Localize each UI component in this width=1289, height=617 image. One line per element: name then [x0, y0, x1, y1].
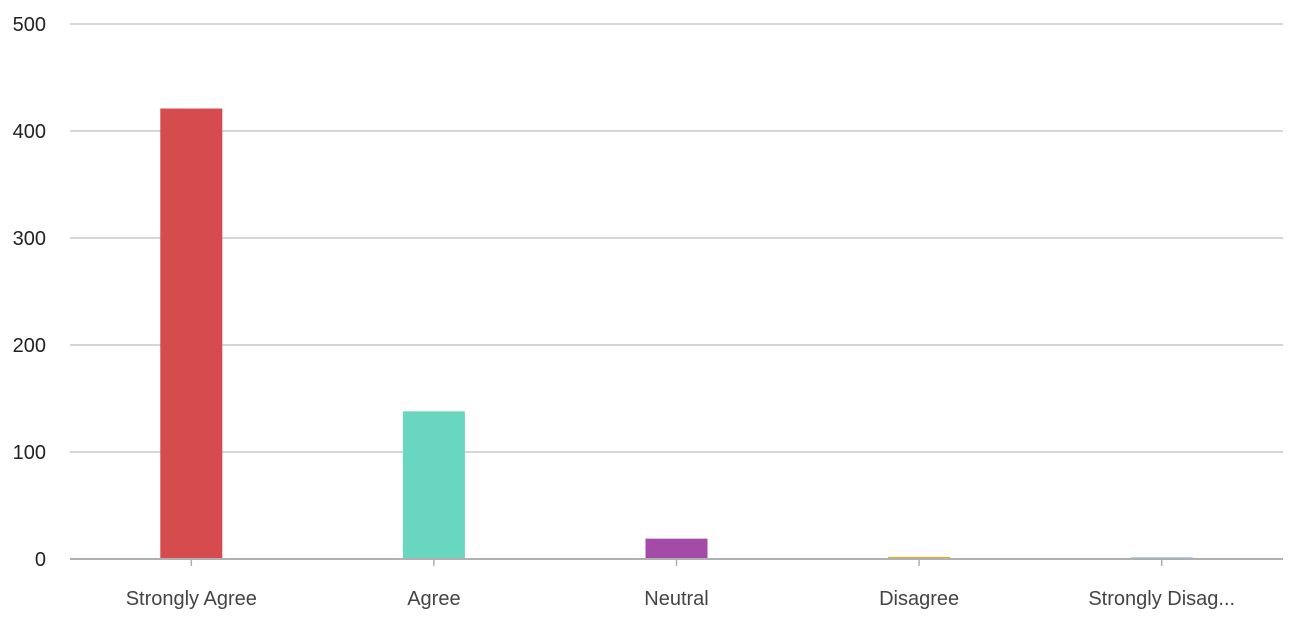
x-tick-labels: Strongly Agree Agree Neutral Disagree Strong… [126, 588, 1235, 610]
y-tick-label: 500 [13, 14, 46, 36]
bars [160, 108, 1193, 559]
bar[interactable] [402, 411, 465, 559]
x-tick-label: Strongly Agree [126, 588, 257, 610]
y-tick-label: 200 [13, 335, 46, 357]
y-tick-label: 400 [13, 121, 46, 143]
y-tick-label: 0 [35, 549, 46, 571]
bar[interactable] [160, 108, 223, 559]
x-tick-label: Disagree [879, 588, 959, 610]
bar[interactable] [645, 538, 708, 559]
x-axis [70, 558, 1283, 566]
x-tick-label: Agree [407, 588, 460, 610]
y-tick-labels: 0 100 200 300 400 500 [13, 14, 46, 571]
grid-lines [70, 23, 1283, 453]
x-tick-label: Neutral [644, 588, 708, 610]
y-tick-label: 100 [13, 442, 46, 464]
bar[interactable] [888, 556, 951, 559]
x-tick-label: Strongly Disag... [1088, 588, 1235, 610]
y-tick-label: 300 [13, 228, 46, 250]
